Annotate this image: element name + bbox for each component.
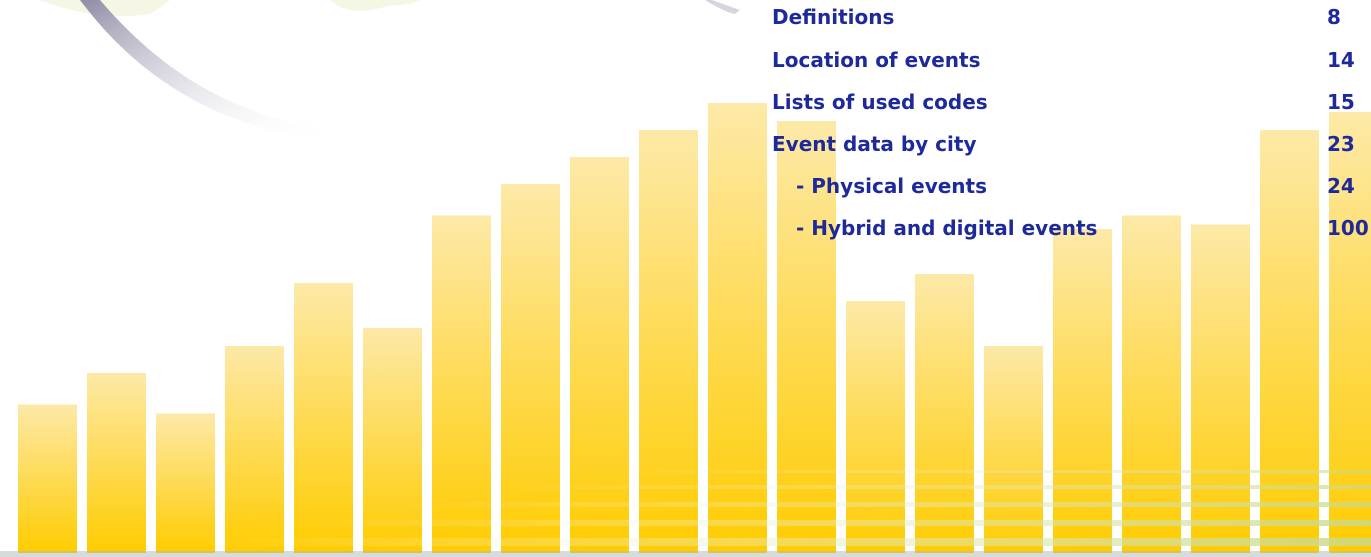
toc-entry-label: Event data by city	[772, 132, 977, 156]
decorative-bar	[1122, 215, 1181, 553]
toc-entry-location-of-events[interactable]: Location of events 14	[772, 43, 1371, 77]
decorative-bars	[18, 103, 1371, 553]
toc-entry-page: 8	[1327, 5, 1341, 29]
toc-entry-lists-of-used-codes[interactable]: Lists of used codes 15	[772, 85, 1371, 119]
globe-map-graphic-right	[330, 0, 420, 11]
decorative-bar	[432, 215, 491, 553]
decorative-bar	[1329, 112, 1371, 553]
toc-entry-label: Lists of used codes	[772, 90, 988, 114]
decorative-bar	[708, 103, 767, 553]
decorative-bar	[501, 184, 560, 553]
toc-entry-page: 15	[1327, 90, 1355, 114]
toc-entry-page: 100	[1327, 216, 1369, 240]
toc-entry-label: Definitions	[772, 5, 895, 29]
toc-entry-label: Location of events	[772, 48, 981, 72]
decorative-bar	[87, 373, 146, 553]
swoosh-arc-small-graphic	[705, 0, 740, 14]
decorative-bar	[294, 283, 353, 553]
decorative-bar	[363, 328, 422, 553]
toc-entry-event-data-by-city[interactable]: Event data by city 23	[772, 127, 1371, 161]
toc-entry-page: 14	[1327, 48, 1355, 72]
decorative-bar	[225, 346, 284, 553]
decorative-bar	[1191, 224, 1250, 553]
toc-entry-label: - Hybrid and digital events	[796, 216, 1098, 240]
decorative-bar	[777, 121, 836, 553]
swoosh-arc-graphic	[80, 0, 330, 140]
toc-entry-label: - Physical events	[796, 174, 987, 198]
toc-entry-page: 23	[1327, 132, 1355, 156]
ground-stripes-graphic	[200, 470, 1371, 546]
decorative-bar	[156, 413, 215, 553]
baseline-graphic	[0, 551, 1371, 557]
decorative-bar	[639, 130, 698, 553]
decorative-bar	[18, 404, 77, 553]
decorative-bar	[846, 301, 905, 553]
decorative-bar	[1053, 229, 1112, 553]
decorative-bar	[570, 157, 629, 553]
decorative-bar	[984, 346, 1043, 553]
toc-entry-physical-events[interactable]: - Physical events 24	[772, 169, 1371, 203]
toc-entry-definitions[interactable]: Definitions 8	[772, 0, 1371, 34]
toc-entry-page: 24	[1327, 174, 1355, 198]
decorative-bar	[915, 274, 974, 553]
decorative-bar	[1260, 130, 1319, 553]
toc-entry-hybrid-and-digital-events[interactable]: - Hybrid and digital events 100	[772, 211, 1371, 245]
